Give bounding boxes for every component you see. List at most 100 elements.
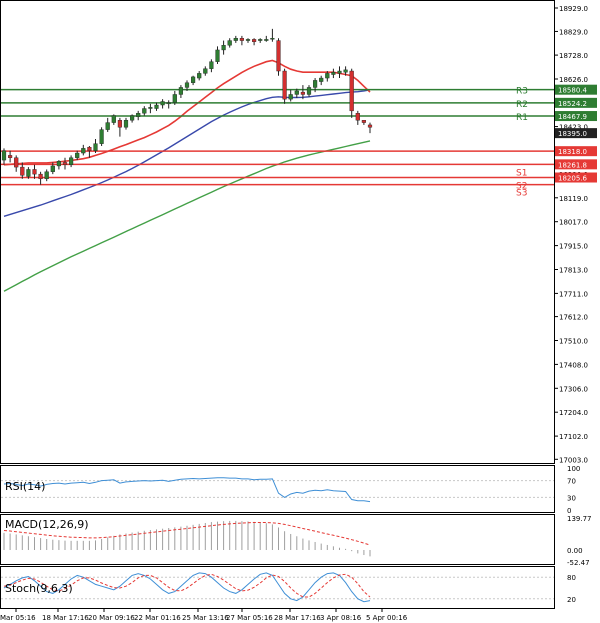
- candle-body: [166, 102, 171, 105]
- candle-body: [294, 90, 299, 95]
- price-tick-label: 17003.0: [559, 456, 588, 464]
- candle-body: [184, 82, 190, 88]
- candle-body: [337, 70, 342, 74]
- level-price-tag: [555, 97, 597, 108]
- stoch-panel-frame: [0, 566, 555, 609]
- candle-body: [258, 39, 263, 41]
- price-tick-label: 18423.0: [559, 124, 588, 132]
- candle-body: [276, 40, 281, 72]
- stoch-tick-label: 20: [567, 596, 576, 604]
- rsi-tick-label: 70: [567, 478, 576, 486]
- level-label: R2: [516, 100, 528, 110]
- candle-body: [270, 38, 275, 40]
- candle-body: [203, 68, 208, 74]
- candle-body: [221, 45, 226, 51]
- time-tick-label: 20 Mar 09:16: [88, 614, 135, 622]
- candle-body: [44, 171, 49, 180]
- candle-body: [38, 173, 43, 180]
- candle-body: [191, 76, 196, 83]
- candle-body: [130, 115, 135, 121]
- candle-body: [81, 148, 86, 154]
- price-tick-label: 17306.0: [559, 385, 588, 393]
- candle-body: [50, 165, 55, 172]
- rsi-tick-label: 0: [567, 507, 571, 515]
- level-price-tag: [555, 146, 597, 157]
- candle-body: [1, 150, 7, 161]
- rsi-tick-label: 100: [567, 465, 580, 473]
- candle-body: [313, 80, 318, 88]
- time-tick-label: 3 Apr 08:16: [320, 614, 362, 622]
- rsi-panel-frame: [0, 465, 555, 513]
- candle-body: [306, 87, 312, 95]
- price-tick-label: 17813.0: [559, 266, 588, 274]
- price-tick-label: 18829.0: [559, 28, 588, 36]
- candle-body: [8, 155, 13, 158]
- candle-body: [215, 49, 220, 62]
- candle-body: [343, 69, 348, 73]
- candle-body: [264, 39, 269, 41]
- macd-tick-label: -52.47: [567, 559, 590, 567]
- price-tick-label: 17915.0: [559, 243, 588, 251]
- stoch-tick-label: 80: [567, 574, 576, 582]
- macd-tick-label: 0.00: [567, 547, 583, 555]
- candle-body: [142, 108, 147, 114]
- price-tick-label: 17408.0: [559, 361, 588, 369]
- candle-body: [367, 124, 373, 128]
- last-price-tag: [555, 128, 597, 139]
- stoch-d-line: [3, 573, 371, 598]
- level-price-tag: [555, 159, 597, 170]
- price-tick-label: 18017.0: [559, 219, 588, 227]
- candle-body: [227, 40, 232, 46]
- rsi-tick-label: 30: [567, 494, 576, 502]
- candle-body: [355, 113, 360, 121]
- candle-body: [69, 157, 74, 165]
- candle-body: [197, 73, 202, 79]
- price-tick-label: 17204.0: [559, 409, 588, 417]
- price-tick-label: 17612.0: [559, 314, 588, 322]
- candle-body: [117, 120, 122, 128]
- level-label: R3: [516, 87, 528, 97]
- candle-body: [14, 157, 19, 168]
- macd-signal-line: [3, 522, 371, 546]
- level-price-tag-label: 18318.0: [558, 148, 587, 156]
- last-price-label: 18395.0: [558, 130, 587, 138]
- time-tick-label: 27 Mar 05:16: [226, 614, 273, 622]
- candle-body: [239, 38, 244, 41]
- candle-body: [288, 94, 293, 100]
- level-price-tag: [555, 172, 597, 183]
- level-price-tag-label: 18580.4: [558, 87, 587, 95]
- level-label: R1: [516, 113, 528, 123]
- candle-body: [123, 120, 129, 128]
- macd-label: MACD(12,26,9): [5, 518, 89, 531]
- candle-body: [300, 91, 305, 95]
- macd-panel-frame: [0, 514, 555, 565]
- rsi-label: RSI(14): [5, 480, 45, 493]
- candle-body: [93, 143, 98, 151]
- level-price-tag-label: 18467.9: [558, 113, 587, 121]
- candle-body: [56, 161, 61, 167]
- candle-body: [319, 77, 324, 82]
- candle-body: [148, 107, 153, 109]
- time-tick-label: 18 Mar 17:16: [42, 614, 89, 622]
- candle-body: [62, 162, 68, 165]
- candle-body: [178, 87, 183, 95]
- stoch-k-line: [3, 572, 371, 603]
- stoch-label: Stoch(9,6,3): [5, 582, 73, 595]
- time-tick-label: 22 Mar 01:16: [134, 614, 181, 622]
- price-tick-label: 18626.0: [559, 76, 588, 84]
- price-tick-label: 18929.0: [559, 5, 588, 13]
- candle-body: [282, 70, 287, 100]
- level-price-tag-label: 18524.2: [558, 100, 587, 108]
- level-price-tag: [555, 84, 597, 95]
- level-price-tag-label: 18261.8: [558, 161, 587, 169]
- candle-body: [136, 113, 141, 117]
- level-price-tag-label: 18205.6: [558, 175, 587, 183]
- price-tick-label: 17711.0: [559, 290, 588, 298]
- level-label: S2: [516, 182, 527, 192]
- candle-body: [349, 70, 354, 112]
- candle-body: [20, 166, 25, 176]
- price-tick-label: 18728.0: [559, 52, 588, 60]
- candle-body: [233, 38, 238, 41]
- price-panel-frame: [0, 0, 555, 464]
